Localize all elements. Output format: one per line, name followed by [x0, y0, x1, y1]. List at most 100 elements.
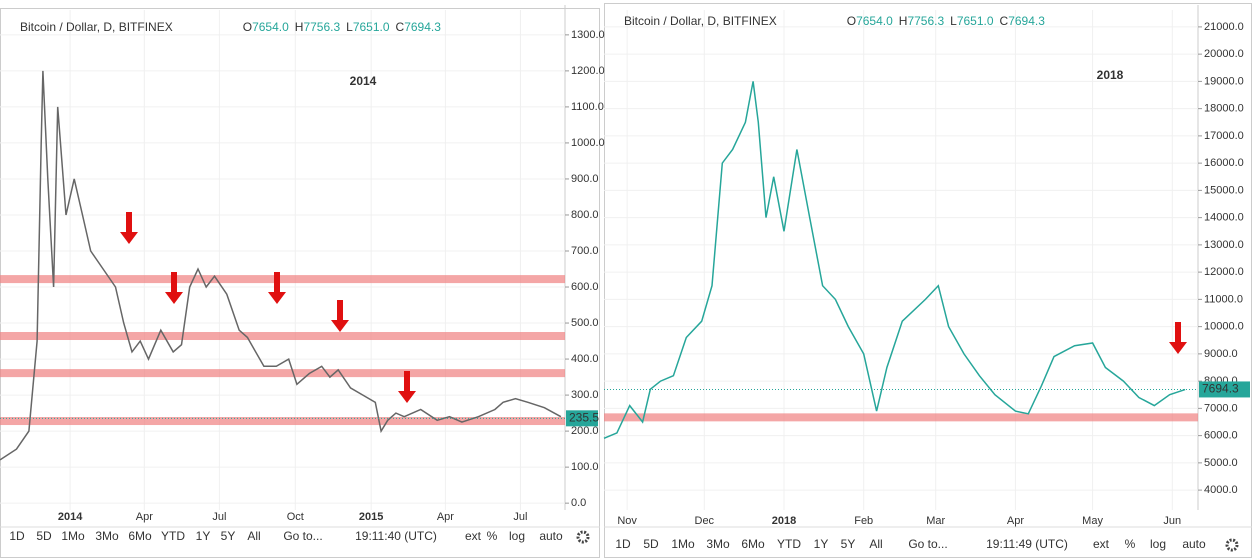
ohlc-value: 7756.3 [303, 20, 340, 34]
y-tick-label: 18000.0 [1204, 103, 1244, 115]
range-button[interactable]: 1Y [814, 537, 829, 551]
clock: 19:11:40 (UTC) [355, 529, 437, 543]
y-tick-label: 1300.0 [571, 29, 605, 41]
ohlc-key: L [950, 14, 957, 28]
arrow [120, 212, 138, 244]
goto-button[interactable]: Go to... [283, 529, 322, 543]
support-level [0, 332, 565, 341]
range-button[interactable]: 1Mo [61, 529, 85, 543]
ohlc-value: 7694.3 [404, 20, 441, 34]
range-button[interactable]: 5D [643, 537, 659, 551]
y-tick-label: 10000.0 [1204, 321, 1244, 333]
ohlc-value: 7651.0 [957, 14, 994, 28]
y-tick-label: 15000.0 [1204, 184, 1244, 196]
option-button[interactable]: % [1125, 537, 1136, 551]
y-tick-label: 16000.0 [1204, 157, 1244, 169]
range-button[interactable]: 3Mo [706, 537, 730, 551]
range-button[interactable]: YTD [777, 537, 801, 551]
ohlc-value: 7756.3 [907, 14, 944, 28]
range-button[interactable]: 1D [9, 529, 25, 543]
option-button[interactable]: auto [1182, 537, 1206, 551]
range-button[interactable]: 5Y [841, 537, 856, 551]
y-tick-label: 1200.0 [571, 65, 605, 77]
last-price-label: 235.5 [569, 410, 599, 424]
x-tick-label: Feb [854, 515, 873, 527]
last-price-label: 7694.3 [1202, 382, 1239, 396]
price-line [603, 81, 1186, 439]
goto-button[interactable]: Go to... [908, 537, 947, 551]
axis: 0.0 100.0 200.0 300.0 400.0 500.0 600.0 700.0 80… [58, 29, 605, 523]
ohlc-value: 7651.0 [353, 20, 390, 34]
clock: 19:11:49 (UTC) [986, 537, 1068, 551]
symbol-header: Bitcoin / Dollar, D, BITFINEX O7654.0 H775… [624, 14, 1045, 28]
x-tick-label: Dec [695, 515, 715, 527]
chart: 0.0 100.0 200.0 300.0 400.0 500.0 600.0 700.0 80… [0, 5, 605, 544]
x-tick-label: Nov [617, 515, 637, 527]
symbol-header: Bitcoin / Dollar, D, BITFINEX O7654.0 H775… [20, 20, 441, 34]
ohlc-value: 7654.0 [252, 20, 289, 34]
y-tick-label: 7000.0 [1204, 402, 1238, 414]
option-button[interactable]: log [509, 529, 525, 543]
option-button[interactable]: auto [539, 529, 563, 543]
range-button[interactable]: 1D [615, 537, 631, 551]
year-annotation: 2018 [1097, 68, 1124, 82]
y-tick-label: 20000.0 [1204, 48, 1244, 60]
support-level [0, 369, 565, 378]
y-tick-label: 400.0 [571, 353, 599, 365]
support-level [0, 275, 565, 284]
range-button[interactable]: All [247, 529, 260, 543]
y-tick-label: 700.0 [571, 245, 599, 257]
option-button[interactable]: log [1150, 537, 1166, 551]
y-tick-label: 800.0 [571, 209, 599, 221]
x-tick-label: 2014 [58, 511, 83, 523]
range-button[interactable]: All [869, 537, 882, 551]
ohlc-key: C [1000, 14, 1009, 28]
x-tick-label: Jun [1163, 515, 1181, 527]
range-button[interactable]: 5Y [221, 529, 236, 543]
support-level [604, 413, 1198, 422]
support-level [0, 417, 565, 426]
x-tick-label: Jul [513, 511, 527, 523]
y-tick-label: 17000.0 [1204, 130, 1244, 142]
option-button[interactable]: ext [1093, 537, 1110, 551]
y-tick-label: 500.0 [571, 317, 599, 329]
x-tick-label: Oct [287, 511, 304, 523]
y-tick-label: 14000.0 [1204, 212, 1244, 224]
ohlc-value: 7654.0 [856, 14, 893, 28]
x-tick-label: Jul [212, 511, 226, 523]
y-tick-label: 600.0 [571, 281, 599, 293]
range-button[interactable]: 1Y [196, 529, 211, 543]
y-tick-label: 1100.0 [571, 101, 604, 113]
y-tick-label: 5000.0 [1204, 457, 1238, 469]
settings-button[interactable] [1225, 538, 1239, 552]
price-line [0, 70, 562, 461]
symbol: Bitcoin / Dollar, D, BITFINEX [624, 14, 777, 28]
last-price-box [1199, 381, 1250, 398]
settings-button[interactable] [576, 530, 590, 544]
y-tick-label: 300.0 [571, 389, 599, 401]
y-tick-label: 21000.0 [1204, 21, 1244, 33]
option-button[interactable]: % [487, 529, 498, 543]
year-annotation: 2014 [350, 74, 377, 88]
arrow [268, 272, 286, 304]
range-button[interactable]: 1Mo [671, 537, 695, 551]
axis: 4000.05000.06000.07000.08000.09000.01000… [617, 21, 1243, 527]
y-tick-label: 11000.0 [1204, 293, 1243, 305]
range-button[interactable]: 5D [36, 529, 52, 543]
x-tick-label: 2015 [359, 511, 383, 523]
range-button[interactable]: 6Mo [741, 537, 765, 551]
x-tick-label: 2018 [772, 515, 796, 527]
x-tick-label: Apr [437, 511, 454, 523]
arrow [398, 371, 416, 403]
arrow [331, 300, 349, 332]
symbol: Bitcoin / Dollar, D, BITFINEX [20, 20, 173, 34]
range-button[interactable]: 3Mo [95, 529, 119, 543]
range-button[interactable]: 6Mo [128, 529, 152, 543]
y-tick-label: 200.0 [571, 425, 599, 437]
range-button[interactable]: YTD [161, 529, 185, 543]
chart: 4000.05000.06000.07000.08000.09000.01000… [603, 5, 1252, 552]
ohlc-key: O [847, 14, 856, 28]
x-tick-label: Apr [1007, 515, 1024, 527]
option-button[interactable]: ext [465, 529, 482, 543]
